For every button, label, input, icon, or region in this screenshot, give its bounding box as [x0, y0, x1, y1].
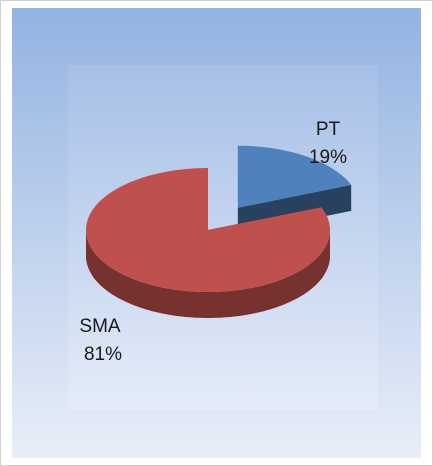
- slice-label: SMA: [79, 316, 121, 337]
- slice: [237, 145, 352, 208]
- slice-value-label: 19%: [309, 147, 347, 168]
- slice: [86, 168, 330, 292]
- slice-side: [86, 230, 330, 318]
- slice-value-label: 81%: [84, 344, 122, 365]
- slice-label: PT: [316, 119, 341, 140]
- pie: [86, 145, 352, 318]
